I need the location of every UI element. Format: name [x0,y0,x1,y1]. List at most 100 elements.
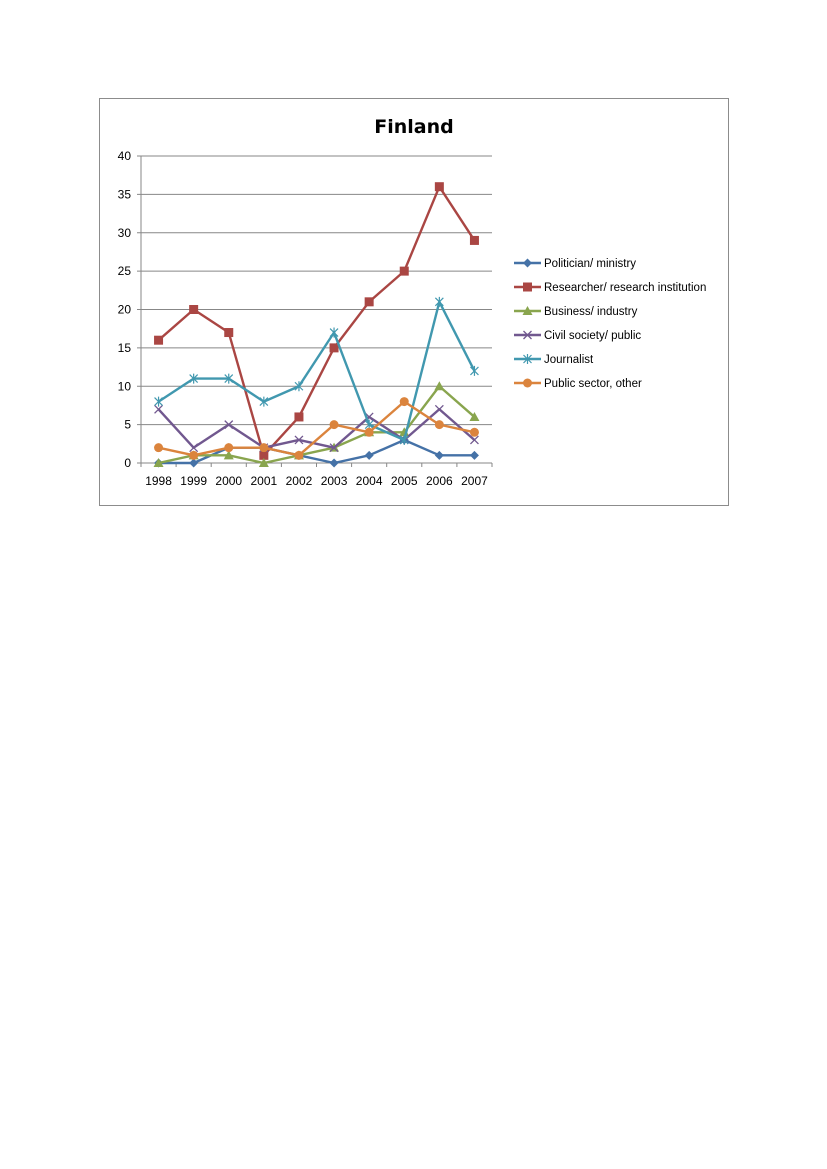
x-tick-label: 2001 [250,474,277,488]
data-point [469,435,479,445]
series-line [158,385,476,465]
x-tick-label: 1999 [180,474,207,488]
legend-marker [523,354,532,364]
data-point [153,458,164,467]
line-chart: Finland 0 5 10 15 20 25 30 35 40 1998 1999 2000 200… [118,116,707,488]
series-4 [154,404,479,453]
chart-title: Finland [374,116,453,138]
y-axis-ticks: 0 5 10 15 20 25 30 35 40 [118,149,132,470]
y-tick-label: 0 [124,456,131,470]
legend-marker [523,378,532,388]
chart-frame: Finland 0 5 10 15 20 25 30 35 40 1998 1999 2000 200… [99,98,729,506]
data-point [224,373,234,384]
data-point [399,397,409,407]
legend-label: Civil society/ public [544,330,641,342]
data-point [189,450,199,460]
data-point [469,427,479,437]
series-layer [153,182,480,468]
data-point [294,435,304,445]
y-tick-label: 40 [118,149,132,163]
data-point [224,420,234,430]
data-point [329,343,339,353]
data-point [259,396,269,407]
y-tick-label: 15 [118,341,132,355]
data-point [189,305,199,314]
legend-marker [523,330,532,340]
data-point [189,443,199,453]
data-point [434,420,444,430]
data-point [294,450,304,460]
x-tick-label: 2006 [426,474,453,488]
legend: Politician/ ministry Researcher/ research… [514,258,706,390]
legend-label: Politician/ ministry [544,258,636,270]
legend-entry: Researcher/ research institution [514,282,706,294]
series-line [157,185,476,457]
data-point [154,404,164,414]
series-line [158,400,475,457]
legend-label: Researcher/ research institution [544,282,706,294]
legend-entry: Politician/ ministry [514,258,636,270]
data-point [258,458,269,467]
y-tick-label: 20 [118,303,132,317]
x-tick-label: 2005 [391,474,418,488]
data-point [259,443,269,453]
y-tick-label: 35 [118,187,132,201]
data-point [469,235,479,245]
data-point [399,266,409,276]
data-point [329,443,339,453]
data-point [469,450,479,460]
legend-label: Public sector, other [544,378,642,390]
x-tick-label: 2004 [356,474,383,488]
data-point [154,335,164,345]
legend-marker [523,282,532,292]
legend-entry: Public sector, other [514,378,642,390]
data-point [224,328,234,338]
series-5 [154,296,479,445]
data-point [399,434,409,445]
data-point [189,458,199,468]
series-line [157,300,476,442]
y-tick-label: 10 [118,379,132,393]
series-line [157,408,476,449]
data-point [294,381,304,392]
data-point [224,443,234,453]
data-point [364,450,374,460]
series-2 [154,182,479,460]
data-point [294,412,304,422]
legend-entry: Business/ industry [514,306,638,318]
data-point [329,327,339,338]
data-point [364,297,374,307]
data-point [154,443,164,453]
data-point [223,450,234,460]
data-point [329,420,339,430]
data-point [434,381,445,391]
legend-label: Journalist [544,354,594,366]
legend-label: Business/ industry [544,306,638,318]
x-tick-label: 2000 [215,474,242,488]
data-point [434,404,444,414]
series-6 [154,397,479,460]
legend-entry: Journalist [514,354,594,366]
x-axis-ticks: 1998 1999 2000 2001 2002 2003 2004 2005 2006 2007 [140,463,493,488]
data-point [470,365,479,376]
y-tick-label: 25 [118,264,132,278]
data-point [434,182,444,192]
data-point [329,458,339,468]
legend-entry: Civil society/ public [514,330,641,342]
y-tick-label: 5 [124,418,131,432]
data-point [434,296,444,307]
data-point [189,373,199,384]
data-point [434,450,444,460]
legend-marker [522,306,533,315]
x-tick-label: 1998 [145,474,172,488]
data-point [364,427,374,437]
y-tick-label: 30 [118,226,132,240]
legend-marker [523,258,532,268]
data-point [154,396,163,407]
x-tick-label: 2007 [461,474,488,488]
x-tick-label: 2003 [321,474,348,488]
data-point [259,450,269,460]
data-point [469,411,480,421]
gridlines [137,155,492,464]
x-tick-label: 2002 [286,474,313,488]
